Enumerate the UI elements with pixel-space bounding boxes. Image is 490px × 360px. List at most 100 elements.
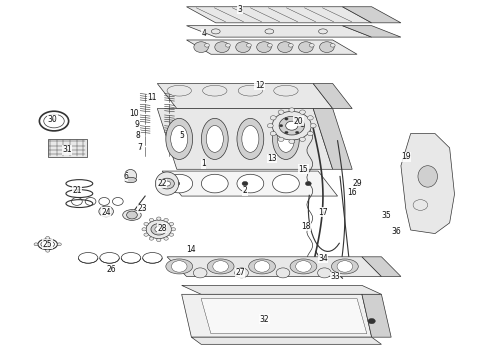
Text: 33: 33 [330,272,340,281]
Ellipse shape [164,219,168,222]
Text: 10: 10 [129,109,139,118]
Ellipse shape [204,44,209,47]
Polygon shape [187,40,357,54]
Ellipse shape [167,85,192,96]
Ellipse shape [268,123,273,128]
Ellipse shape [318,268,331,278]
Text: 2: 2 [243,186,247,195]
Ellipse shape [235,268,248,278]
Ellipse shape [57,243,61,246]
Ellipse shape [270,131,276,136]
Text: 7: 7 [138,143,143,152]
Polygon shape [187,7,372,23]
Ellipse shape [201,174,228,193]
Ellipse shape [290,259,317,274]
Ellipse shape [257,42,271,53]
Ellipse shape [330,44,335,47]
Polygon shape [201,298,367,334]
Text: 8: 8 [135,131,140,140]
Text: 20: 20 [294,117,303,126]
Text: 23: 23 [138,204,147,213]
Text: 21: 21 [72,186,82,195]
Ellipse shape [194,268,207,278]
Polygon shape [182,294,372,337]
Polygon shape [313,109,352,169]
Ellipse shape [307,131,313,136]
Text: 34: 34 [318,254,328,263]
Text: 4: 4 [201,29,206,38]
Ellipse shape [268,44,272,47]
Text: 28: 28 [157,224,167,233]
Ellipse shape [34,243,38,246]
Polygon shape [362,257,401,276]
Polygon shape [157,109,333,169]
Polygon shape [157,84,333,109]
Ellipse shape [265,29,274,34]
Ellipse shape [295,118,299,120]
Ellipse shape [201,118,228,159]
Ellipse shape [278,110,284,114]
Ellipse shape [270,116,276,120]
Ellipse shape [319,42,334,53]
Ellipse shape [285,131,288,134]
Ellipse shape [164,237,168,240]
Ellipse shape [242,126,259,152]
Text: 27: 27 [235,268,245,277]
Text: 36: 36 [391,227,401,236]
Ellipse shape [236,42,250,53]
Ellipse shape [166,118,193,159]
Text: 35: 35 [381,211,391,220]
Text: 3: 3 [238,5,243,14]
Ellipse shape [301,125,304,127]
Ellipse shape [171,126,188,152]
Ellipse shape [149,237,154,240]
Ellipse shape [169,222,173,226]
Ellipse shape [206,126,223,152]
Polygon shape [343,26,401,37]
Text: 14: 14 [187,245,196,254]
Ellipse shape [272,118,299,159]
Ellipse shape [171,228,175,231]
Ellipse shape [272,111,311,140]
Ellipse shape [254,261,270,272]
Ellipse shape [238,85,263,96]
Ellipse shape [124,177,137,183]
Text: 12: 12 [255,81,265,90]
Ellipse shape [213,261,228,272]
Text: 26: 26 [106,265,116,274]
Polygon shape [48,139,87,157]
Ellipse shape [122,210,141,220]
Ellipse shape [285,118,288,120]
Ellipse shape [144,222,148,226]
Polygon shape [167,257,381,276]
Ellipse shape [289,139,294,144]
Ellipse shape [288,44,293,47]
Polygon shape [362,294,391,337]
Ellipse shape [274,85,298,96]
Ellipse shape [418,166,438,187]
Ellipse shape [237,118,264,159]
Text: 17: 17 [318,208,328,217]
Polygon shape [343,7,401,23]
Ellipse shape [246,44,251,47]
Ellipse shape [207,259,234,274]
Ellipse shape [278,42,292,53]
Text: 31: 31 [62,145,72,154]
Ellipse shape [298,42,313,53]
Polygon shape [162,171,338,196]
Ellipse shape [310,123,316,128]
Ellipse shape [142,228,147,231]
Ellipse shape [202,85,227,96]
Ellipse shape [160,178,174,189]
Ellipse shape [272,174,299,193]
Ellipse shape [174,181,180,186]
Ellipse shape [413,200,428,210]
Polygon shape [192,337,381,344]
Text: 5: 5 [179,131,184,140]
Ellipse shape [144,233,148,236]
Polygon shape [182,285,381,294]
Ellipse shape [309,44,314,47]
Ellipse shape [166,259,193,274]
Ellipse shape [242,181,248,186]
Text: 6: 6 [123,172,128,181]
